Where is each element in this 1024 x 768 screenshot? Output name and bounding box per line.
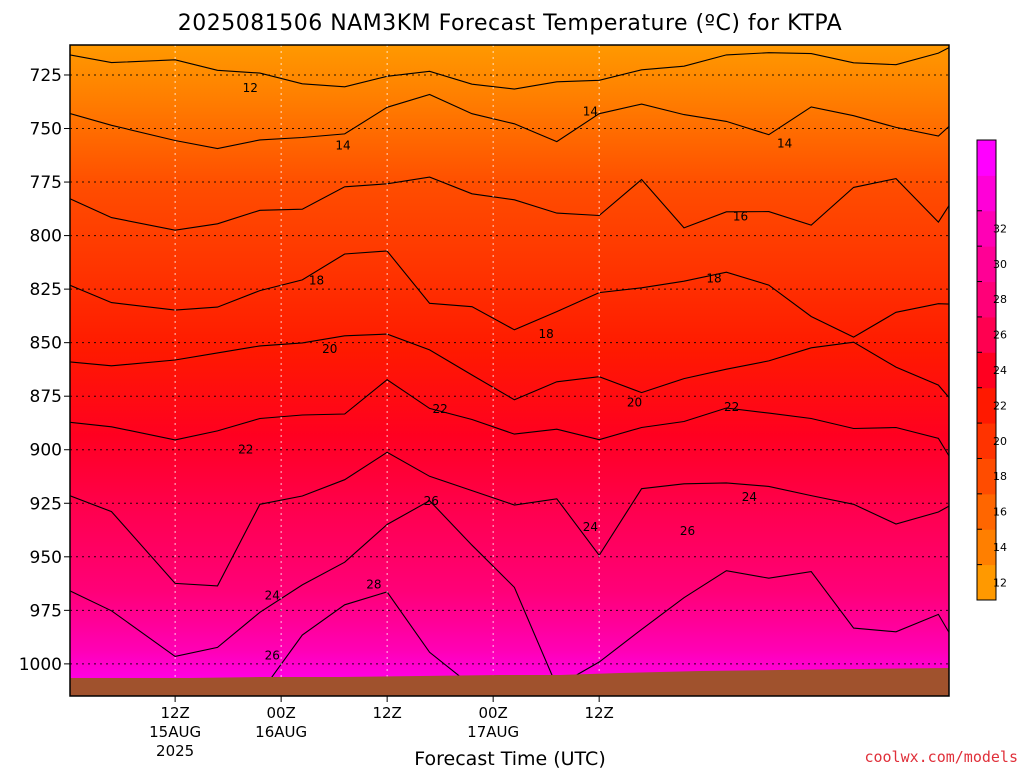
isotherm-26c	[70, 500, 949, 688]
isotherm-labels: 12 14 14 14 16 18 18 18 20 20 22 22 22 24 24 24 26 26 26 28	[238, 81, 792, 662]
x-axis-label: Forecast Time (UTC)	[414, 748, 605, 768]
isotherm-label: 26	[424, 494, 439, 508]
colorbar-swatch	[977, 175, 996, 212]
isotherm-label: 26	[680, 524, 695, 538]
temperature-field	[70, 45, 949, 696]
isotherm-label: 26	[265, 648, 280, 662]
isotherm-label: 20	[322, 342, 337, 356]
credit-link[interactable]: coolwx.com/models	[864, 748, 1018, 766]
y-tick-label: 900	[30, 441, 62, 461]
colorbar-swatch	[977, 564, 996, 601]
colorbar-frame	[976, 139, 997, 601]
isotherm-12c	[70, 47, 949, 90]
colorbar-swatch	[977, 316, 996, 353]
x-tick-label: 16AUG	[255, 723, 307, 741]
x-tick-label: 15AUG	[149, 723, 201, 741]
pressure-axis: 725 750 775 800 825 850 875 900 925 950 975 1000	[19, 66, 70, 675]
isotherm-label: 16	[733, 209, 748, 223]
isotherm-14c	[70, 93, 949, 150]
isotherm-label: 24	[742, 490, 757, 504]
x-tick-label: 12Z	[584, 704, 613, 722]
colorbar-label: 14	[993, 541, 1007, 554]
y-tick-label: 850	[30, 334, 62, 354]
plot-frame	[69, 44, 950, 697]
colorbar-swatch	[977, 387, 996, 424]
x-tick-label: 17AUG	[467, 723, 519, 741]
y-tick-label: 950	[30, 548, 62, 568]
colorbar-label: 20	[993, 435, 1007, 448]
colorbar-swatch	[977, 140, 996, 176]
isotherm-label: 14	[583, 104, 598, 118]
x-tick-label: 2025	[156, 742, 194, 760]
y-tick-label: 825	[30, 280, 62, 300]
y-tick-label: 725	[30, 66, 62, 86]
isotherm-16c	[70, 176, 949, 231]
x-tick-label: 00Z	[478, 704, 507, 722]
isotherm-label: 14	[777, 137, 792, 151]
isotherm-label: 24	[265, 588, 280, 602]
isotherm-22c	[70, 379, 949, 457]
surface-terrain	[70, 668, 949, 696]
colorbar-swatch	[977, 458, 996, 495]
chart-title: 2025081506 NAM3KM Forecast Temperature (…	[178, 11, 842, 36]
colorbar: 12 14 16 18 20 22 24 26 28 30 32	[976, 139, 1007, 601]
colorbar-swatch	[977, 246, 996, 283]
colorbar-swatch	[977, 210, 996, 247]
colorbar-label: 32	[993, 222, 1007, 235]
colorbar-swatch	[977, 423, 996, 459]
isotherm-label: 22	[433, 402, 448, 416]
y-tick-label: 750	[30, 120, 62, 140]
isotherm-label: 12	[243, 81, 258, 95]
colorbar-label: 26	[993, 329, 1007, 342]
colorbar-label: 28	[993, 293, 1007, 306]
time-gridlines	[174, 45, 600, 696]
colorbar-swatch	[977, 529, 996, 566]
isotherm-label: 20	[627, 396, 642, 410]
pressure-gridlines	[70, 74, 949, 665]
x-tick-label: 12Z	[160, 704, 189, 722]
isotherm-label: 24	[583, 520, 598, 534]
isotherm-label: 22	[724, 400, 739, 414]
colorbar-label: 12	[993, 576, 1007, 589]
y-tick-label: 1000	[19, 655, 62, 675]
colorbar-label: 16	[993, 506, 1007, 519]
colorbar-label: 22	[993, 399, 1007, 412]
colorbar-label: 24	[993, 364, 1007, 377]
isotherm-label: 18	[706, 271, 721, 285]
y-tick-label: 925	[30, 494, 62, 514]
colorbar-label: 18	[993, 470, 1007, 483]
isotherm-24c	[70, 451, 949, 587]
isotherm-20c	[70, 333, 949, 401]
x-tick-label: 12Z	[372, 704, 401, 722]
isotherm-label: 18	[539, 327, 554, 341]
y-tick-label: 775	[30, 173, 62, 193]
isotherm-label: 28	[366, 578, 381, 592]
isotherm-lines	[70, 47, 949, 694]
isotherm-label: 22	[238, 443, 253, 457]
isotherm-label: 14	[335, 139, 350, 153]
colorbar-swatch	[977, 493, 996, 530]
isotherm-28c	[259, 591, 473, 694]
y-tick-label: 875	[30, 387, 62, 407]
colorbar-label: 30	[993, 258, 1007, 271]
colorbar-swatch	[977, 352, 996, 389]
y-tick-label: 800	[30, 227, 62, 247]
y-tick-label: 975	[30, 601, 62, 621]
colorbar-swatch	[977, 281, 996, 318]
isotherm-18c	[70, 250, 949, 338]
x-tick-label: 00Z	[266, 704, 295, 722]
isotherm-label: 18	[309, 274, 324, 288]
